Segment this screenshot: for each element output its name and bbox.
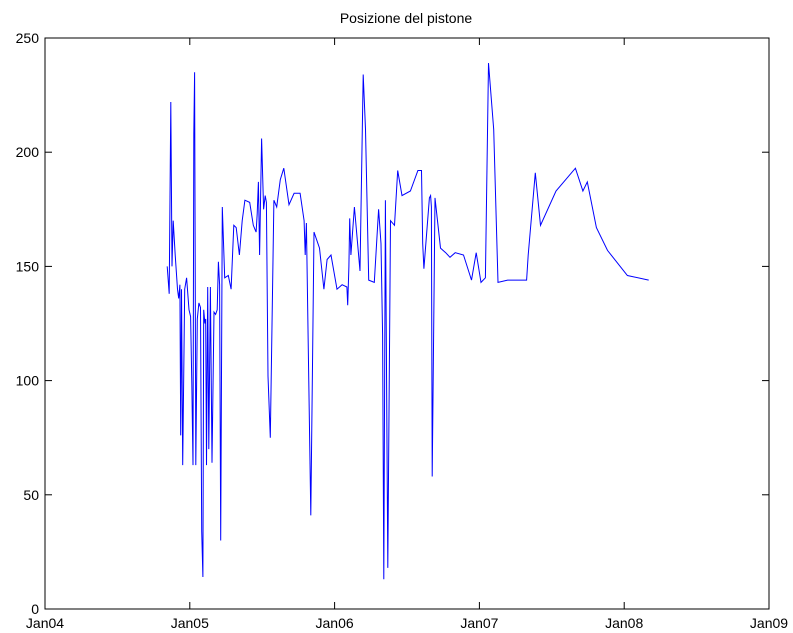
x-tick-label: Jan08 [605, 615, 643, 631]
y-tick-label: 0 [31, 601, 39, 617]
x-tick-label: Jan07 [460, 615, 498, 631]
series-line [166, 63, 649, 580]
chart-title: Posizione del pistone [340, 10, 473, 26]
plot-area [166, 63, 649, 580]
x-tick-label: Jan05 [171, 615, 209, 631]
y-tick-label: 200 [16, 144, 40, 160]
x-tick-label: Jan04 [26, 615, 64, 631]
y-tick-label: 50 [23, 487, 39, 503]
y-axis: 0 50 100 150 200 250 [16, 30, 769, 617]
y-tick-label: 100 [16, 373, 40, 389]
plot-frame [44, 37, 770, 610]
y-tick-label: 250 [16, 30, 40, 46]
y-tick-label: 150 [16, 258, 40, 274]
x-tick-label: Jan09 [750, 615, 788, 631]
x-axis: Jan04 Jan05 Jan06 Jan07 Jan08 Jan09 [26, 38, 788, 631]
x-tick-label: Jan06 [316, 615, 354, 631]
